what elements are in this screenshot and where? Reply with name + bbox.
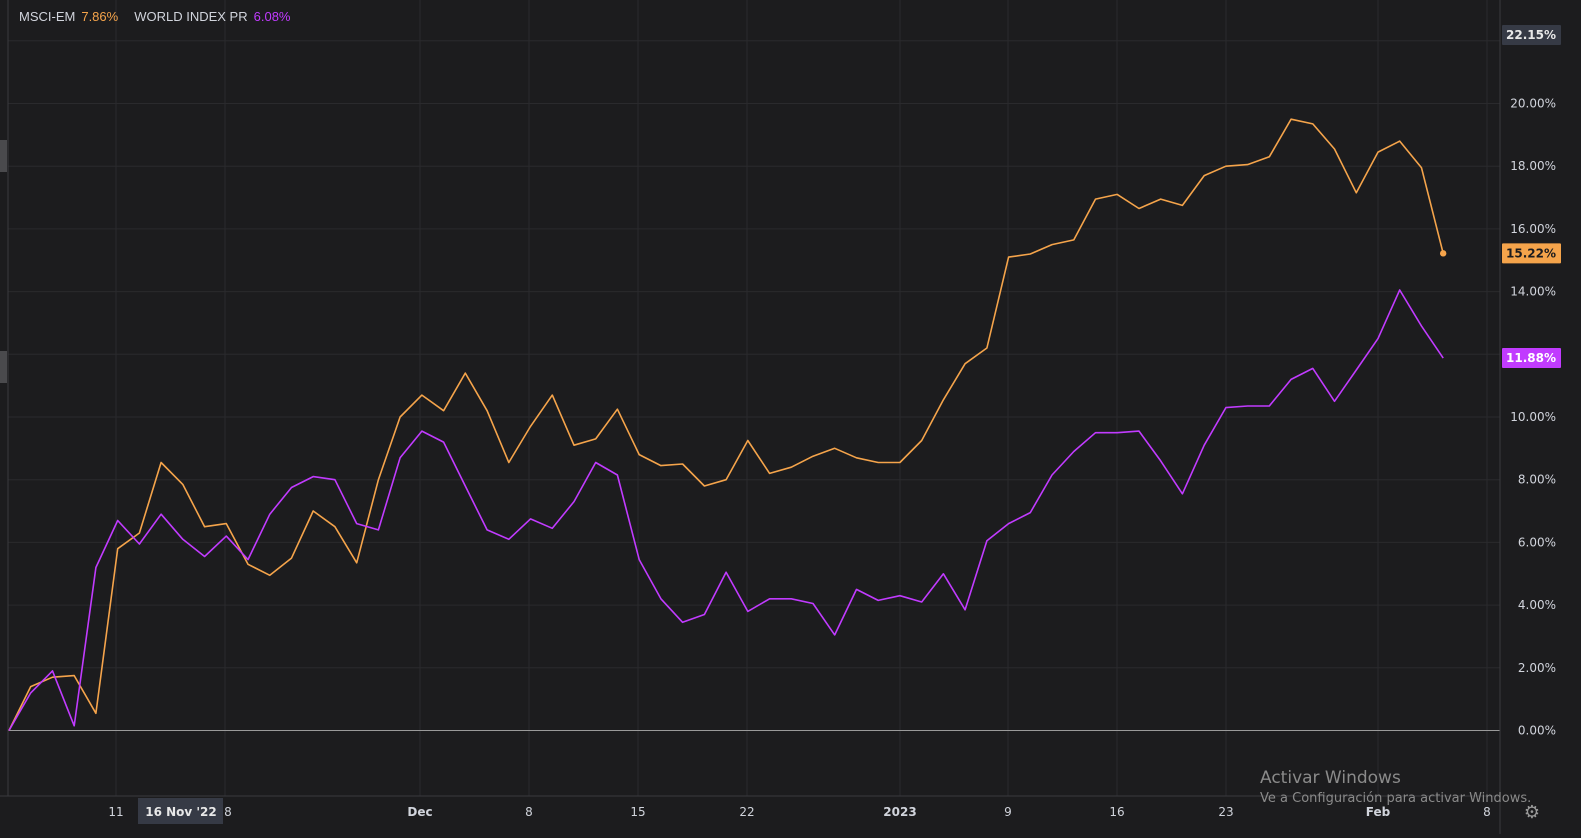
x-tick-label: 8 — [1483, 805, 1491, 819]
windows-activation-watermark: Activar Windows Ve a Configuración para … — [1260, 768, 1531, 806]
watermark-subtitle: Ve a Configuración para activar Windows. — [1260, 791, 1532, 806]
top-scale-badge-bg — [1502, 25, 1561, 45]
settings-gear-icon[interactable]: ⚙ — [1523, 802, 1541, 823]
y-tick-label: 16.00% — [1510, 222, 1556, 236]
y-tick-label: 10.00% — [1510, 410, 1556, 424]
y-tick-label: 6.00% — [1518, 535, 1556, 549]
y-tick-label: 14.00% — [1510, 285, 1556, 299]
legend-world-name[interactable]: WORLD INDEX PR — [134, 9, 248, 24]
x-tick-label: 15 — [630, 805, 645, 819]
x-tick-label: 23 — [1218, 805, 1233, 819]
last-value-badge-world-index: 11.88% — [1506, 351, 1556, 365]
x-tick-label: Dec — [407, 805, 432, 819]
legend-msci-change: 7.86% — [81, 9, 119, 24]
crosshair-date-box — [138, 798, 223, 824]
last-value-badge-world-index-bg — [1502, 348, 1561, 369]
chart-legend: MSCI-EM 7.86% WORLD INDEX PR 6.08% — [19, 9, 291, 24]
y-tick-label: 18.00% — [1510, 159, 1556, 173]
y-tick-label: 20.00% — [1510, 97, 1556, 111]
top-scale-badge: 22.15% — [1506, 28, 1556, 42]
left-panel-tab-upper[interactable] — [0, 140, 7, 172]
x-tick-label: 11 — [108, 805, 123, 819]
x-tick-label: 8 — [224, 805, 232, 819]
x-tick-label: Feb — [1366, 805, 1391, 819]
x-tick-label: 8 — [525, 805, 533, 819]
watermark-title: Activar Windows — [1260, 768, 1401, 788]
x-tick-label: 16 — [1109, 805, 1124, 819]
series-line-msci-em[interactable] — [8, 118, 1444, 731]
x-tick-label: 2023 — [883, 805, 916, 819]
left-panel-tab-lower[interactable] — [0, 351, 7, 383]
y-tick-label: 0.00% — [1518, 724, 1556, 738]
legend-msci-name[interactable]: MSCI-EM — [19, 9, 76, 24]
x-tick-label: 9 — [1004, 805, 1012, 819]
x-tick-label: 22 — [739, 805, 754, 819]
legend-world-change: 6.08% — [253, 9, 291, 24]
last-value-badge-msci-em: 15.22% — [1506, 246, 1556, 260]
series-last-point-msci-em — [1439, 250, 1447, 257]
y-tick-label: 8.00% — [1518, 473, 1556, 487]
y-tick-label: 2.00% — [1518, 661, 1556, 675]
last-value-badge-msci-em-bg — [1502, 243, 1561, 264]
y-tick-label: 4.00% — [1518, 598, 1556, 612]
series-line-world-index[interactable] — [8, 289, 1444, 731]
crosshair-date-label: 16 Nov '22 — [145, 805, 217, 819]
